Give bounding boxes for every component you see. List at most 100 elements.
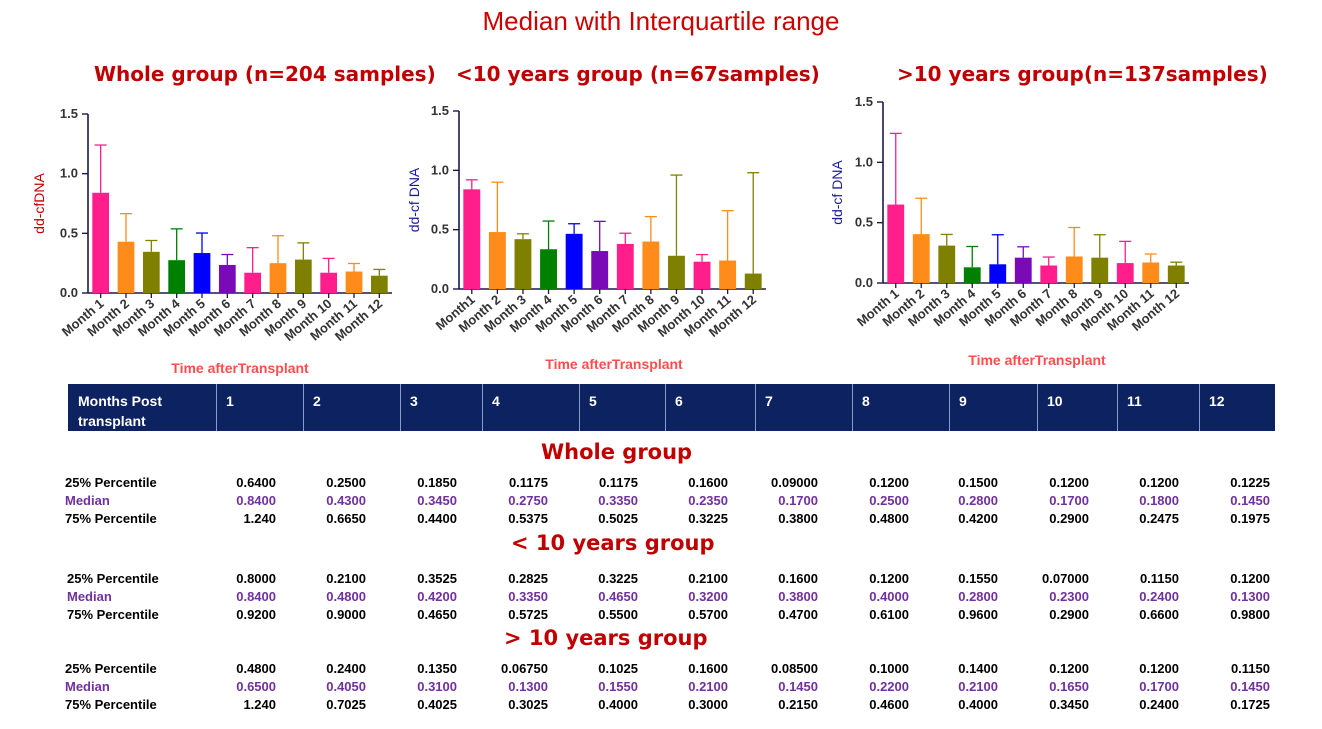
table-cell: 0.3800	[778, 511, 818, 526]
header-column-separator	[482, 384, 483, 431]
table-cell: 0.1450	[1230, 679, 1270, 694]
bar	[744, 273, 762, 289]
table-cell: 0.09000	[771, 475, 818, 490]
row-label-p25: 25% Percentile	[65, 475, 157, 490]
y-axis-label: dd-cfDNA	[31, 172, 47, 233]
bar	[1142, 262, 1160, 283]
bar	[616, 243, 634, 289]
table-cell: 0.1200	[1230, 571, 1270, 586]
table-cell: 0.5725	[508, 607, 548, 622]
bar	[887, 204, 905, 283]
table-cell: 0.2350	[688, 493, 728, 508]
bar	[938, 245, 956, 283]
bar	[142, 251, 160, 293]
header-column-separator	[755, 384, 756, 431]
table-cell: 0.4800	[869, 511, 909, 526]
bar	[1014, 257, 1032, 283]
table-cell: 0.6600	[1139, 607, 1179, 622]
table-cell: 0.9200	[236, 607, 276, 622]
bar	[168, 260, 186, 293]
table-cell: 0.6100	[869, 607, 909, 622]
table-cell: 0.2300	[1049, 589, 1089, 604]
header-column-separator	[400, 384, 401, 431]
table-cell: 1.240	[243, 697, 276, 712]
table-cell: 0.4025	[417, 697, 457, 712]
y-tick-label: 1.0	[431, 162, 449, 177]
bar	[488, 232, 506, 289]
y-tick-label: 0.0	[60, 285, 78, 300]
table-cell: 0.2100	[688, 679, 728, 694]
table-cell: 0.1500	[958, 475, 998, 490]
table-cell: 0.3225	[688, 511, 728, 526]
bar	[642, 241, 660, 289]
page-title: Median with Interquartile range	[482, 6, 840, 36]
table-cell: 0.1700	[1049, 493, 1089, 508]
table-cell: 0.2400	[326, 661, 366, 676]
bar	[514, 239, 532, 289]
header-month-4: 4	[492, 393, 500, 409]
table-cell: 0.2900	[1049, 607, 1089, 622]
table-cell: 0.5700	[688, 607, 728, 622]
header-month-1: 1	[226, 393, 234, 409]
table-cell: 0.3350	[508, 589, 548, 604]
table-cell: 0.4600	[869, 697, 909, 712]
table-cell: 0.2750	[508, 493, 548, 508]
table-cell: 0.2150	[778, 697, 818, 712]
table-cell: 0.1300	[1230, 589, 1270, 604]
bar	[591, 251, 609, 289]
table-cell: 0.2800	[958, 589, 998, 604]
bar	[1116, 263, 1134, 283]
table-cell: 0.2825	[508, 571, 548, 586]
table-cell: 0.4650	[417, 607, 457, 622]
table-cell: 0.2100	[958, 679, 998, 694]
bar	[294, 259, 312, 293]
table-cell: 0.4300	[326, 493, 366, 508]
table-cell: 0.1175	[508, 475, 548, 490]
table-cell: 0.3200	[688, 589, 728, 604]
table-cell: 0.2900	[1049, 511, 1089, 526]
header-month-2: 2	[313, 393, 321, 409]
table-cell: 0.2800	[958, 493, 998, 508]
header-month-8: 8	[862, 393, 870, 409]
table-cell: 0.3225	[598, 571, 638, 586]
table-cell: 0.6500	[236, 679, 276, 694]
header-month-11: 11	[1127, 393, 1142, 409]
row-label-median: Median	[67, 589, 112, 604]
table-cell: 0.1450	[1230, 493, 1270, 508]
table-cell: 0.1150	[1230, 661, 1270, 676]
table-cell: 0.1450	[778, 679, 818, 694]
chart-title-whole: Whole group (n=204 samples)	[94, 62, 436, 86]
row-label-p25: 25% Percentile	[65, 661, 157, 676]
bar	[540, 249, 557, 289]
table-cell: 0.8400	[236, 493, 276, 508]
table-cell: 0.07000	[1042, 571, 1089, 586]
header-column-separator	[216, 384, 217, 431]
table-cell: 0.3025	[508, 697, 548, 712]
table-cell: 0.1700	[1139, 679, 1179, 694]
y-tick-label: 1.5	[855, 94, 873, 109]
row-label-median: Median	[65, 679, 110, 694]
chart-title-over10: >10 years group(n=137samples)	[897, 62, 1268, 86]
table-cell: 0.1650	[1049, 679, 1089, 694]
table-cell: 0.3800	[778, 589, 818, 604]
header-column-separator	[1199, 384, 1200, 431]
table-cell: 0.1200	[1049, 475, 1089, 490]
table-cell: 0.3450	[417, 493, 457, 508]
table-cell: 0.4650	[598, 589, 638, 604]
bar	[1040, 265, 1058, 283]
section-title: > 10 years group	[504, 626, 708, 650]
bar	[269, 263, 287, 293]
header-month-9: 9	[959, 393, 967, 409]
table-cell: 0.2500	[326, 475, 366, 490]
header-column-separator	[303, 384, 304, 431]
bar	[92, 192, 110, 293]
table-cell: 0.1550	[958, 571, 998, 586]
table-cell: 0.1400	[958, 661, 998, 676]
table-cell: 0.9800	[1230, 607, 1270, 622]
bar	[963, 267, 981, 283]
bar	[1167, 265, 1185, 283]
table-cell: 0.3350	[598, 493, 638, 508]
table-cell: 0.1175	[598, 475, 638, 490]
row-label-p25: 25% Percentile	[67, 571, 159, 586]
